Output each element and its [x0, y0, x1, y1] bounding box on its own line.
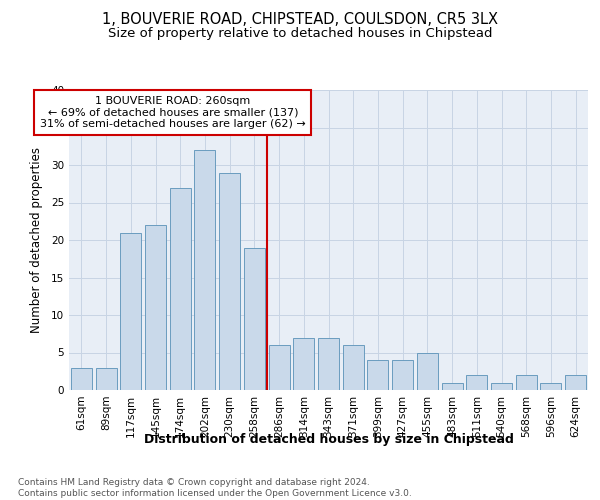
- Bar: [219, 172, 240, 390]
- Bar: [71, 368, 92, 390]
- Bar: [491, 382, 512, 390]
- Bar: [392, 360, 413, 390]
- Bar: [516, 375, 537, 390]
- Bar: [466, 375, 487, 390]
- Text: Size of property relative to detached houses in Chipstead: Size of property relative to detached ho…: [108, 28, 492, 40]
- Text: 1 BOUVERIE ROAD: 260sqm
← 69% of detached houses are smaller (137)
31% of semi-d: 1 BOUVERIE ROAD: 260sqm ← 69% of detache…: [40, 96, 305, 129]
- Bar: [244, 248, 265, 390]
- Bar: [194, 150, 215, 390]
- Bar: [318, 338, 339, 390]
- Bar: [417, 352, 438, 390]
- Text: 1, BOUVERIE ROAD, CHIPSTEAD, COULSDON, CR5 3LX: 1, BOUVERIE ROAD, CHIPSTEAD, COULSDON, C…: [102, 12, 498, 28]
- Bar: [442, 382, 463, 390]
- Bar: [565, 375, 586, 390]
- Bar: [269, 345, 290, 390]
- Bar: [367, 360, 388, 390]
- Bar: [293, 338, 314, 390]
- Bar: [343, 345, 364, 390]
- Bar: [145, 225, 166, 390]
- Bar: [541, 382, 562, 390]
- Y-axis label: Number of detached properties: Number of detached properties: [29, 147, 43, 333]
- Text: Distribution of detached houses by size in Chipstead: Distribution of detached houses by size …: [144, 432, 514, 446]
- Bar: [170, 188, 191, 390]
- Text: Contains HM Land Registry data © Crown copyright and database right 2024.
Contai: Contains HM Land Registry data © Crown c…: [18, 478, 412, 498]
- Bar: [120, 232, 141, 390]
- Bar: [95, 368, 116, 390]
